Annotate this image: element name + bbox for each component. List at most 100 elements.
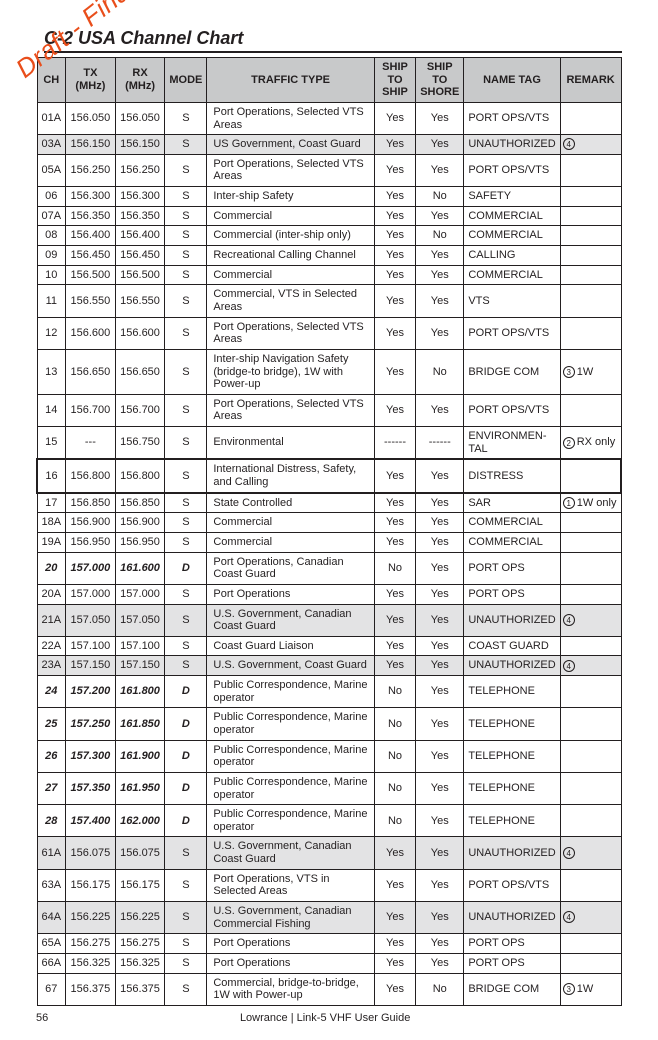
cell-shore: Yes (416, 285, 464, 317)
cell-tag: UNAUTHORIZED (464, 837, 560, 869)
cell-rx: 156.700 (115, 394, 165, 426)
cell-rx: 161.600 (115, 552, 165, 584)
cell-tag: UNAUTHORIZED (464, 656, 560, 676)
cell-tag: COMMERCIAL (464, 513, 560, 533)
cell-shore: No (416, 187, 464, 207)
cell-rx: 157.050 (115, 604, 165, 636)
cell-ch: 18A (37, 513, 66, 533)
cell-ch: 22A (37, 636, 66, 656)
cell-remark (560, 206, 621, 226)
cell-ship: Yes (374, 349, 415, 394)
cell-ch: 21A (37, 604, 66, 636)
cell-traffic: Port Operations, Selected VTS Areas (207, 102, 374, 134)
cell-remark (560, 246, 621, 266)
cell-shore: Yes (416, 513, 464, 533)
cell-remark (560, 532, 621, 552)
cell-ch: 13 (37, 349, 66, 394)
cell-ship: Yes (374, 837, 415, 869)
cell-mode: D (165, 740, 207, 772)
col-header: REMARK (560, 58, 621, 103)
cell-rx: 156.500 (115, 265, 165, 285)
cell-ch: 63A (37, 869, 66, 901)
cell-shore: Yes (416, 656, 464, 676)
cell-remark (560, 285, 621, 317)
cell-rx: 156.400 (115, 226, 165, 246)
table-row: 17156.850156.850SState ControlledYesYesS… (37, 493, 621, 513)
cell-tx: 157.150 (66, 656, 116, 676)
cell-remark (560, 552, 621, 584)
cell-mode: S (165, 285, 207, 317)
table-row: 09156.450156.450SRecreational Calling Ch… (37, 246, 621, 266)
table-row: 05A156.250156.250SPort Operations, Selec… (37, 154, 621, 186)
cell-remark: 31W (560, 973, 621, 1005)
cell-traffic: State Controlled (207, 493, 374, 513)
cell-traffic: Inter-ship Navigation Safety (bridge-to … (207, 349, 374, 394)
cell-mode: S (165, 246, 207, 266)
cell-traffic: Public Correspondence, Marine operator (207, 772, 374, 804)
cell-rx: 156.150 (115, 135, 165, 155)
cell-ch: 01A (37, 102, 66, 134)
table-row: 13156.650156.650SInter-ship Navigation S… (37, 349, 621, 394)
cell-tx: 156.375 (66, 973, 116, 1005)
cell-mode: S (165, 973, 207, 1005)
cell-ch: 20 (37, 552, 66, 584)
cell-tx: 157.200 (66, 676, 116, 708)
cell-traffic: Inter-ship Safety (207, 187, 374, 207)
cell-shore: Yes (416, 805, 464, 837)
cell-traffic: Public Correspondence, Marine operator (207, 708, 374, 740)
cell-remark (560, 459, 621, 492)
table-row: 61A156.075156.075SU.S. Government, Canad… (37, 837, 621, 869)
cell-tag: SAFETY (464, 187, 560, 207)
cell-rx: 156.750 (115, 427, 165, 460)
cell-ship: Yes (374, 513, 415, 533)
cell-remark (560, 187, 621, 207)
cell-traffic: Commercial (207, 206, 374, 226)
table-row: 12156.600156.600SPort Operations, Select… (37, 317, 621, 349)
cell-ch: 03A (37, 135, 66, 155)
cell-shore: Yes (416, 394, 464, 426)
cell-mode: S (165, 427, 207, 460)
cell-ship: Yes (374, 206, 415, 226)
cell-remark (560, 636, 621, 656)
cell-ship: Yes (374, 584, 415, 604)
cell-mode: D (165, 552, 207, 584)
cell-tx: 157.250 (66, 708, 116, 740)
cell-ch: 61A (37, 837, 66, 869)
cell-rx: 157.150 (115, 656, 165, 676)
circled-number-icon: 4 (563, 911, 575, 923)
cell-shore: Yes (416, 708, 464, 740)
cell-remark (560, 154, 621, 186)
cell-tag: PORT OPS/VTS (464, 869, 560, 901)
cell-shore: Yes (416, 953, 464, 973)
cell-traffic: International Distress, Safety, and Call… (207, 459, 374, 492)
cell-shore: ------ (416, 427, 464, 460)
cell-tx: 156.450 (66, 246, 116, 266)
cell-tx: 156.900 (66, 513, 116, 533)
cell-remark (560, 265, 621, 285)
cell-remark (560, 226, 621, 246)
cell-rx: 156.600 (115, 317, 165, 349)
cell-ship: Yes (374, 973, 415, 1005)
cell-ship: Yes (374, 394, 415, 426)
table-row: 23A157.150157.150SU.S. Government, Coast… (37, 656, 621, 676)
cell-remark: 4 (560, 902, 621, 934)
cell-traffic: Port Operations, Selected VTS Areas (207, 154, 374, 186)
table-row: 03A156.150156.150SUS Government, Coast G… (37, 135, 621, 155)
cell-tag: PORT OPS/VTS (464, 317, 560, 349)
cell-ship: Yes (374, 459, 415, 492)
circled-number-icon: 2 (563, 437, 575, 449)
cell-mode: D (165, 708, 207, 740)
cell-ship: Yes (374, 246, 415, 266)
cell-ship: Yes (374, 317, 415, 349)
cell-traffic: Environmental (207, 427, 374, 460)
cell-remark: 4 (560, 656, 621, 676)
cell-ship: Yes (374, 869, 415, 901)
cell-traffic: Commercial (207, 513, 374, 533)
cell-traffic: Commercial (inter-ship only) (207, 226, 374, 246)
cell-tag: VTS (464, 285, 560, 317)
cell-mode: D (165, 805, 207, 837)
cell-tag: BRIDGE COM (464, 973, 560, 1005)
cell-ship: Yes (374, 102, 415, 134)
cell-ship: Yes (374, 532, 415, 552)
cell-rx: 156.650 (115, 349, 165, 394)
